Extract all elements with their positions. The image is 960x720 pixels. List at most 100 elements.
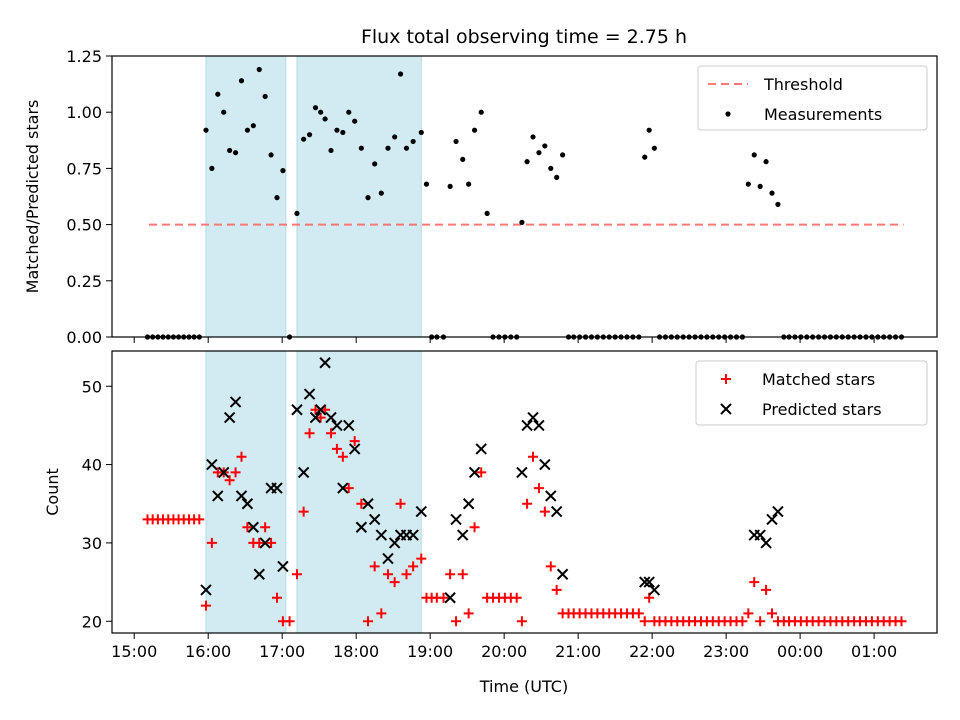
data-point	[209, 165, 215, 171]
data-point	[224, 475, 235, 486]
data-point	[200, 584, 212, 596]
data-point	[550, 505, 563, 518]
data-point	[306, 132, 313, 138]
data-point	[315, 412, 326, 423]
data-point	[291, 404, 303, 416]
data-point	[227, 147, 233, 154]
data-point	[221, 109, 227, 115]
data-point	[328, 147, 334, 154]
data-point	[348, 443, 361, 455]
data-point	[642, 154, 648, 160]
chart-title: Flux total observing time = 2.75 h	[361, 26, 687, 48]
y-tick-label: 1.00	[66, 103, 102, 122]
data-point	[365, 195, 371, 201]
y-tick-label: 0.50	[66, 216, 102, 235]
data-point	[475, 443, 487, 455]
data-point	[260, 522, 271, 533]
data-point	[457, 529, 469, 541]
data-point	[325, 411, 337, 424]
data-point	[511, 592, 522, 603]
data-point	[340, 129, 346, 136]
data-point	[763, 159, 769, 165]
data-point	[539, 458, 551, 471]
data-point	[775, 201, 781, 207]
x-tick-label: 16:00	[185, 642, 231, 661]
legend-box	[697, 65, 928, 131]
data-point	[253, 568, 265, 580]
data-point	[262, 93, 268, 100]
data-point	[450, 513, 462, 526]
data-point	[896, 616, 907, 627]
data-point	[215, 91, 221, 97]
y-tick-label: 30	[82, 534, 102, 553]
data-point	[206, 537, 217, 548]
data-point	[277, 560, 289, 573]
data-point	[478, 109, 484, 115]
data-point	[322, 116, 328, 122]
data-point	[337, 451, 348, 462]
x-tick-label: 01:00	[851, 642, 897, 661]
top-panel-ratio: 0.00 0.25 0.50 0.75 1.00 1.25 Matched/Predicte…	[23, 47, 938, 347]
data-point	[462, 498, 475, 510]
legend-box	[695, 360, 928, 426]
data-point	[388, 537, 401, 549]
data-point	[372, 161, 378, 167]
data-point	[343, 419, 355, 432]
data-point	[548, 165, 554, 171]
data-point	[457, 569, 468, 580]
data-point	[259, 537, 271, 549]
data-point	[291, 569, 302, 580]
data-point	[633, 608, 644, 619]
data-point	[358, 145, 364, 151]
data-point	[355, 521, 368, 533]
data-point	[314, 404, 327, 416]
bottom-panel-count: 20 30 40 50 15:00 16:00 17:00 18:00 19:00 20:00 21…	[43, 350, 938, 661]
data-point	[542, 143, 548, 149]
legend: Threshold Measurements	[697, 65, 928, 131]
y-tick-label: 50	[82, 377, 102, 396]
data-point	[274, 195, 280, 201]
data-point	[533, 419, 545, 432]
data-point	[326, 428, 337, 439]
data-point	[266, 537, 277, 548]
data-point	[392, 134, 398, 140]
data-point	[418, 129, 424, 136]
data-point	[766, 513, 778, 526]
data-point	[745, 181, 751, 187]
observing-interval-1	[205, 55, 287, 338]
x-tick-label: 17:00	[259, 642, 305, 661]
data-point	[466, 181, 472, 187]
data-point	[241, 498, 254, 510]
data-point	[651, 145, 657, 151]
y-tick-label: 0.75	[66, 159, 102, 178]
data-point	[254, 537, 265, 548]
data-point	[378, 190, 384, 196]
x-tick-label: 00:00	[777, 642, 823, 661]
data-point	[560, 152, 566, 158]
data-point	[407, 529, 419, 541]
y-tick-label: 40	[82, 456, 102, 475]
data-point	[539, 506, 550, 517]
data-point	[206, 458, 218, 471]
data-point	[453, 138, 459, 145]
data-point	[318, 109, 324, 115]
data-point	[334, 127, 340, 133]
data-point	[536, 150, 542, 156]
data-point	[522, 498, 533, 509]
data-point	[232, 150, 239, 156]
data-point	[476, 467, 487, 478]
data-point	[416, 553, 427, 564]
data-point	[363, 616, 374, 627]
data-point	[639, 616, 650, 627]
data-point	[469, 522, 480, 533]
data-point	[519, 219, 525, 225]
data-point	[304, 428, 315, 439]
data-point	[760, 537, 772, 549]
legend-label: Threshold	[763, 75, 843, 94]
data-point	[648, 584, 661, 596]
data-point	[301, 136, 307, 142]
y-axis-label: Count	[43, 468, 62, 516]
data-point	[352, 118, 358, 124]
x-tick-label: 19:00	[407, 642, 453, 661]
